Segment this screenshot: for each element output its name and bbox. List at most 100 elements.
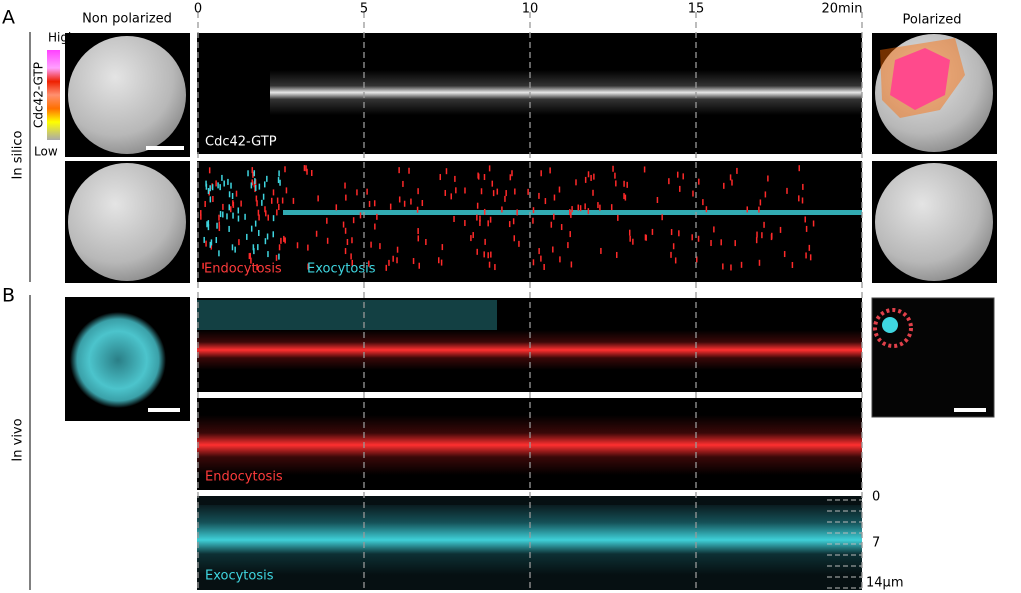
endocytosis-event	[276, 209, 278, 216]
endocytosis-event	[359, 212, 362, 219]
endocytosis-event	[483, 208, 486, 215]
endocytosis-event	[720, 239, 722, 246]
endocytosis-event	[258, 214, 260, 221]
endocytosis-event	[445, 168, 448, 175]
endocytosis-event	[494, 264, 496, 271]
endocytosis-event	[592, 189, 594, 196]
endocytosis-event	[483, 174, 486, 181]
time-tick-label: 15	[688, 2, 705, 17]
endocytosis-event	[398, 196, 401, 203]
endocytosis-event	[804, 216, 806, 223]
scale-bar	[148, 408, 180, 412]
endocytosis-event	[511, 170, 513, 177]
endocytosis-event	[392, 255, 394, 262]
endocytosis-event	[267, 214, 269, 221]
endocytosis-event	[722, 263, 724, 270]
endocytosis-event	[251, 167, 254, 174]
endocytosis-event	[345, 194, 347, 201]
endocytosis-event	[540, 255, 542, 262]
endocytosis-event	[351, 237, 353, 244]
endocytosis-event	[408, 167, 410, 174]
endocytosis-event	[770, 234, 773, 241]
endocytosis-event	[402, 180, 404, 187]
endocytosis-event	[416, 206, 419, 213]
row-label: In silico	[11, 130, 26, 179]
sphere	[68, 163, 186, 281]
endocytosis-event	[798, 195, 800, 202]
endocytosis-event	[417, 188, 419, 195]
scale-bar	[954, 408, 986, 412]
endocytosis-event	[352, 217, 355, 224]
endocytosis-event	[509, 174, 512, 181]
exocytosis-event	[211, 184, 214, 191]
kymograph-label: Cdc42-GTP	[205, 135, 277, 150]
cell-spot	[882, 317, 898, 333]
endocytosis-event	[204, 200, 206, 207]
endocytosis-event	[615, 180, 617, 187]
endocytosis-event	[623, 180, 625, 187]
endocytosis-event	[682, 173, 684, 180]
endocytosis-event	[513, 235, 516, 242]
endocytosis-event	[624, 194, 627, 201]
endocytosis-event	[265, 210, 267, 217]
endocytosis-event	[292, 197, 295, 204]
endocytosis-event	[559, 256, 561, 263]
endocytosis-event	[464, 187, 466, 194]
endocytosis-event	[567, 242, 569, 249]
endocytosis-event	[306, 168, 308, 175]
endocytosis-event	[255, 195, 258, 202]
endocytosis-event	[587, 208, 590, 215]
endocytosis-event	[713, 226, 715, 233]
exocytosis-event	[227, 178, 229, 185]
endocytosis-event	[256, 264, 258, 271]
endocytosis-event	[692, 190, 694, 197]
endocytosis-event	[553, 213, 555, 220]
endocytosis-event	[479, 219, 481, 226]
endocytosis-event	[761, 232, 763, 239]
exocytosis-event	[210, 239, 213, 246]
sphere	[875, 163, 993, 281]
endocytosis-event	[444, 189, 447, 196]
exocytosis-event	[258, 183, 261, 190]
endocytosis-event	[691, 234, 693, 241]
endocytosis-event	[508, 221, 511, 228]
endocytosis-event	[538, 192, 540, 199]
exocytosis-event	[261, 199, 263, 206]
endocytosis-event	[470, 235, 472, 242]
exocytosis-event	[266, 233, 269, 240]
endocytosis-event	[736, 167, 738, 174]
endocytosis-event	[614, 172, 616, 179]
endocytosis-event	[577, 204, 579, 211]
exocytosis-event	[250, 182, 253, 189]
exocytosis-event	[217, 182, 219, 189]
endocytosis-event	[389, 203, 392, 210]
endocytosis-event	[488, 165, 491, 172]
endocytosis-event	[705, 206, 708, 213]
sphere	[68, 36, 186, 154]
endocytosis-event	[516, 209, 518, 216]
endocytosis-event	[679, 185, 681, 192]
column-title: Non polarized	[82, 12, 172, 27]
exocytosis-event	[223, 180, 225, 187]
exocytosis-event	[228, 191, 231, 198]
endocytosis-event	[315, 230, 318, 237]
endocytosis-event	[396, 257, 398, 264]
endocytosis-event	[505, 190, 507, 197]
kymograph-band	[270, 70, 862, 115]
endocytosis-event	[344, 248, 347, 255]
endocytosis-event	[215, 180, 217, 187]
exocytosis-event	[266, 175, 268, 182]
endocytosis-event	[285, 187, 288, 194]
endocytosis-event	[230, 206, 232, 213]
exocytosis-event	[277, 177, 280, 184]
endocytosis-event	[454, 175, 456, 182]
endocytosis-event	[758, 206, 760, 213]
endocytosis-event	[764, 191, 767, 198]
endocytosis-event	[385, 264, 388, 271]
endocytosis-event	[575, 179, 577, 186]
endocytosis-event	[729, 174, 732, 181]
exocytosis-event	[205, 183, 208, 190]
exocytosis-event	[257, 244, 259, 251]
endocytosis-event	[763, 221, 765, 228]
endocytosis-event	[697, 235, 700, 242]
